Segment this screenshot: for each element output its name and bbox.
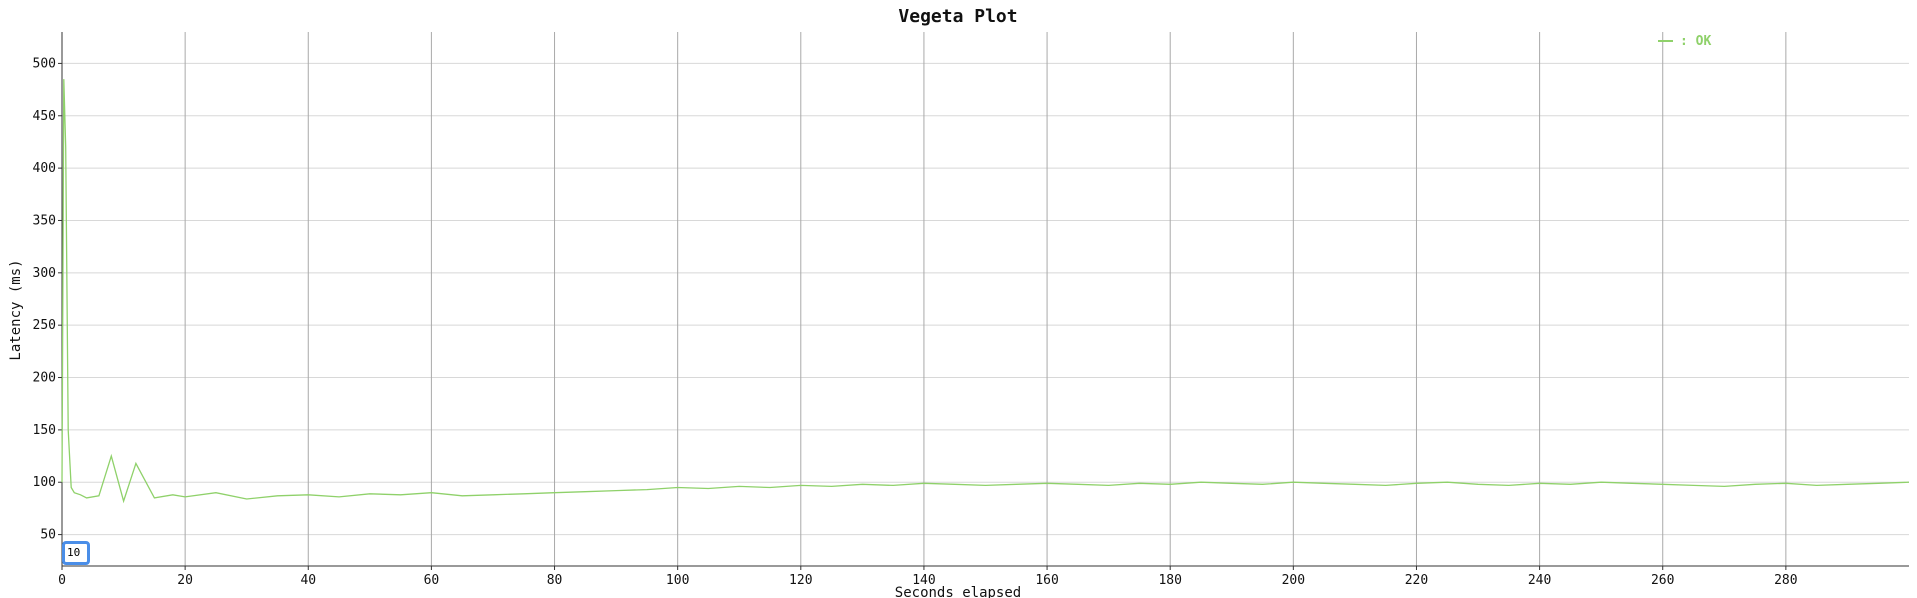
x-tick-label: 140 <box>912 573 935 588</box>
x-tick-label: 200 <box>1282 573 1305 588</box>
series-line-ok <box>61 79 1910 504</box>
x-tick-label: 240 <box>1528 573 1551 588</box>
y-axis-label: Latency (ms) <box>8 259 24 360</box>
x-tick-label: 60 <box>424 573 440 588</box>
y-tick-label: 150 <box>33 423 56 438</box>
x-axis-label: Seconds elapsed <box>895 585 1021 598</box>
y-tick-labels: 50 100 150 200 250 300 350 400 450 500 <box>33 56 62 543</box>
x-tick-label: 0 <box>58 573 66 588</box>
x-tick-label: 80 <box>547 573 563 588</box>
y-tick-label: 250 <box>33 318 56 333</box>
y-tick-label: 50 <box>40 528 56 543</box>
x-tick-label: 160 <box>1035 573 1058 588</box>
grid <box>62 32 1909 566</box>
y-tick-label: 350 <box>33 213 56 228</box>
chart-title: Vegeta Plot <box>898 6 1017 27</box>
y-tick-label: 300 <box>33 266 56 281</box>
y-tick-label: 450 <box>33 109 56 124</box>
legend-label-ok: : OK <box>1680 34 1711 49</box>
x-tick-label: 220 <box>1405 573 1428 588</box>
x-tick-label: 180 <box>1158 573 1181 588</box>
x-tick-label: 280 <box>1774 573 1797 588</box>
y-min-input[interactable]: 10 <box>62 541 90 565</box>
x-tick-labels: 0 20 40 60 80 100 120 140 160 180 200 220 240 260 280 <box>58 566 1798 588</box>
y-tick-label: 200 <box>33 371 56 386</box>
legend[interactable]: : OK <box>1658 34 1711 49</box>
series-group <box>61 79 1910 504</box>
x-tick-label: 20 <box>177 573 193 588</box>
y-tick-label: 100 <box>33 475 56 490</box>
y-tick-label: 400 <box>33 161 56 176</box>
x-tick-label: 100 <box>666 573 689 588</box>
x-tick-label: 260 <box>1651 573 1674 588</box>
x-tick-label: 40 <box>300 573 316 588</box>
y-tick-label: 500 <box>33 56 56 71</box>
x-tick-label: 120 <box>789 573 812 588</box>
